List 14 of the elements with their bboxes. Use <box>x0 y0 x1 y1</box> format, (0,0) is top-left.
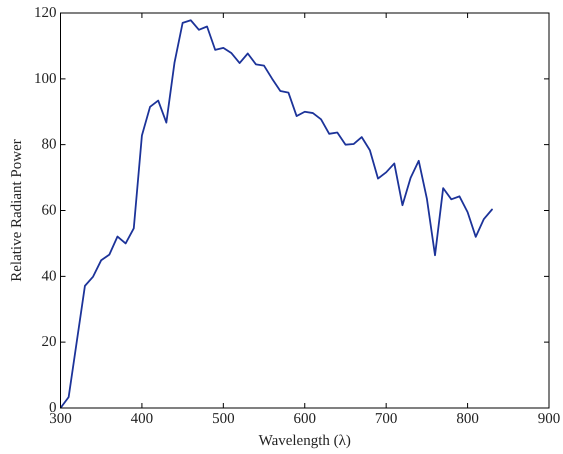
y-tick-label: 100 <box>34 70 56 87</box>
x-tick-label: 600 <box>294 410 316 427</box>
x-tick-label: 700 <box>374 410 398 427</box>
y-tick-label: 80 <box>42 136 56 153</box>
y-axis-title: Relative Radiant Power <box>8 139 25 282</box>
x-tick-label: 400 <box>130 410 154 427</box>
x-tick-label: 500 <box>212 410 235 427</box>
y-tick-label: 20 <box>42 334 56 350</box>
y-tick-label: 60 <box>42 202 56 218</box>
x-axis-title: Wavelength (λ) <box>258 432 351 449</box>
y-tick-label: 40 <box>42 268 56 284</box>
y-tick-label: 120 <box>34 4 56 21</box>
x-tick-label: 800 <box>456 410 479 427</box>
x-tick-label: 900 <box>538 410 560 427</box>
